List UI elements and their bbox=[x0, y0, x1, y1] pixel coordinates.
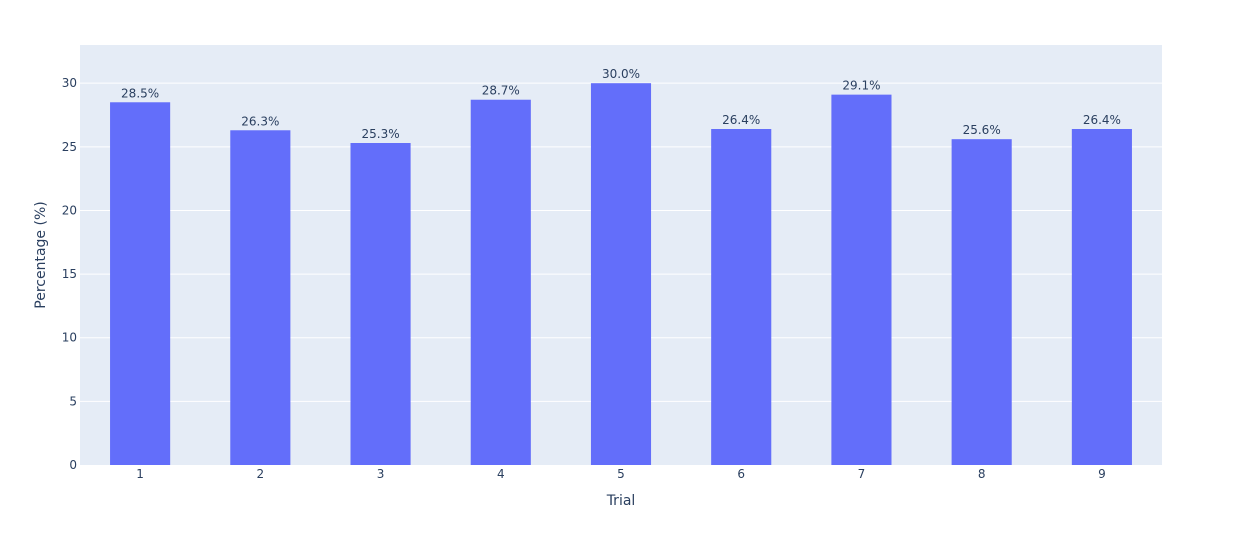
bar[interactable] bbox=[230, 130, 291, 466]
x-tick-label: 5 bbox=[617, 467, 625, 481]
bar-value-label: 30.0% bbox=[602, 67, 640, 81]
x-axis-title: Trial bbox=[606, 493, 636, 509]
bar[interactable] bbox=[711, 129, 772, 465]
x-tick-label: 7 bbox=[858, 467, 866, 481]
bar-value-label: 29.1% bbox=[842, 79, 880, 93]
x-tick-label: 1 bbox=[136, 467, 144, 481]
x-axis-ticks: 1 2 3 4 5 6 7 8 9 bbox=[136, 467, 1105, 481]
bar-value-label: 26.4% bbox=[1083, 113, 1121, 127]
bar-value-label: 28.7% bbox=[482, 84, 520, 98]
bar[interactable] bbox=[350, 143, 411, 465]
bar[interactable] bbox=[1071, 129, 1132, 465]
bar-value-label: 28.5% bbox=[121, 86, 159, 100]
x-tick-label: 4 bbox=[497, 467, 505, 481]
y-axis-ticks: 0 5 10 15 20 25 30 bbox=[62, 76, 77, 472]
bar[interactable] bbox=[110, 102, 171, 465]
y-tick-label: 20 bbox=[62, 203, 77, 217]
x-tick-label: 6 bbox=[737, 467, 745, 481]
y-tick-label: 5 bbox=[69, 394, 77, 408]
y-tick-label: 25 bbox=[62, 140, 77, 154]
data-labels: 28.5% 26.3% 25.3% 28.7% 30.0% 26.4% 29.1% 25.6%… bbox=[121, 67, 1121, 141]
bar-value-label: 26.4% bbox=[722, 113, 760, 127]
bar[interactable] bbox=[470, 99, 531, 466]
bar-value-label: 25.6% bbox=[963, 123, 1001, 137]
x-tick-label: 2 bbox=[257, 467, 265, 481]
x-tick-label: 3 bbox=[377, 467, 385, 481]
bars bbox=[110, 83, 1132, 466]
bar[interactable] bbox=[590, 83, 652, 465]
y-tick-label: 15 bbox=[62, 267, 77, 281]
bar-value-label: 26.3% bbox=[241, 114, 279, 128]
bar[interactable] bbox=[831, 94, 892, 466]
y-axis-title: Percentage (%) bbox=[33, 201, 49, 308]
x-tick-label: 9 bbox=[1098, 467, 1106, 481]
y-tick-label: 0 bbox=[69, 458, 77, 472]
bar[interactable] bbox=[951, 139, 1012, 465]
bar-value-label: 25.3% bbox=[361, 127, 399, 141]
y-tick-label: 30 bbox=[62, 76, 77, 90]
y-tick-label: 10 bbox=[62, 331, 77, 345]
x-tick-label: 8 bbox=[978, 467, 986, 481]
